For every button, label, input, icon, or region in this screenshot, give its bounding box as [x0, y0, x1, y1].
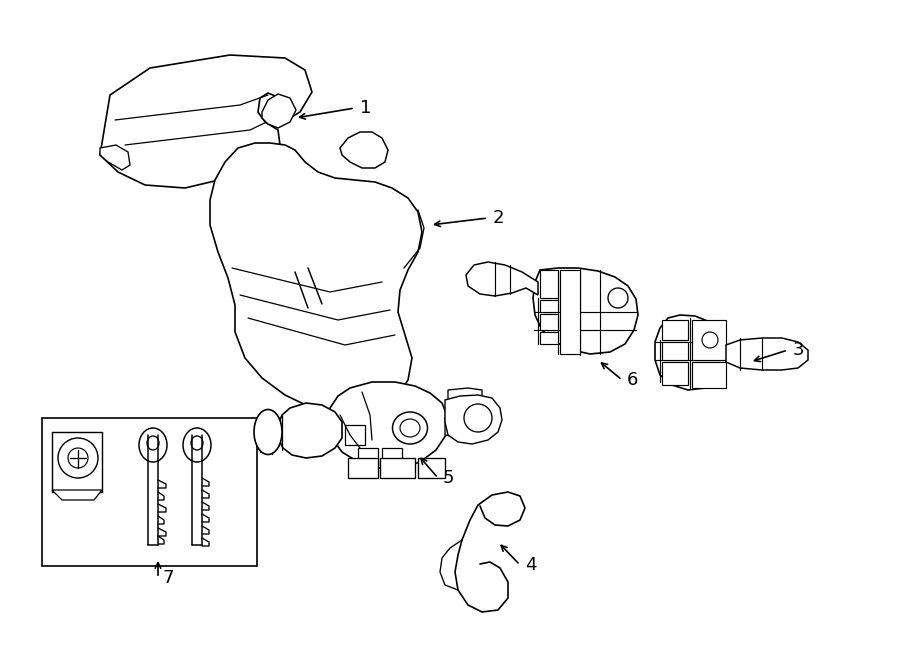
Polygon shape: [100, 145, 130, 170]
Text: 2: 2: [493, 209, 505, 227]
FancyBboxPatch shape: [42, 418, 257, 566]
Polygon shape: [560, 270, 580, 354]
Polygon shape: [726, 338, 808, 370]
Polygon shape: [448, 388, 482, 410]
Polygon shape: [540, 314, 558, 330]
Text: 6: 6: [627, 371, 638, 389]
Polygon shape: [348, 458, 378, 478]
Text: 7: 7: [163, 569, 175, 587]
Polygon shape: [466, 262, 538, 296]
Polygon shape: [540, 270, 558, 298]
Polygon shape: [533, 268, 638, 354]
Polygon shape: [345, 425, 365, 445]
Text: 5: 5: [443, 469, 454, 487]
Polygon shape: [662, 320, 688, 340]
Polygon shape: [692, 320, 726, 360]
Polygon shape: [328, 382, 448, 468]
Polygon shape: [540, 300, 558, 312]
Polygon shape: [445, 395, 502, 444]
Polygon shape: [358, 448, 378, 465]
Polygon shape: [662, 342, 688, 360]
Polygon shape: [278, 403, 342, 458]
Polygon shape: [445, 415, 482, 438]
Polygon shape: [662, 362, 688, 385]
Polygon shape: [52, 432, 102, 492]
Polygon shape: [262, 94, 296, 128]
Polygon shape: [418, 458, 445, 478]
Polygon shape: [210, 143, 422, 415]
Polygon shape: [340, 132, 388, 168]
Polygon shape: [380, 458, 415, 478]
Text: 3: 3: [793, 341, 805, 359]
Text: 1: 1: [360, 99, 372, 117]
Polygon shape: [100, 55, 312, 188]
Polygon shape: [540, 332, 558, 344]
Polygon shape: [52, 490, 102, 500]
Text: 4: 4: [525, 556, 536, 574]
Polygon shape: [692, 362, 726, 388]
Ellipse shape: [254, 410, 282, 455]
Polygon shape: [655, 315, 728, 390]
Polygon shape: [382, 448, 402, 465]
